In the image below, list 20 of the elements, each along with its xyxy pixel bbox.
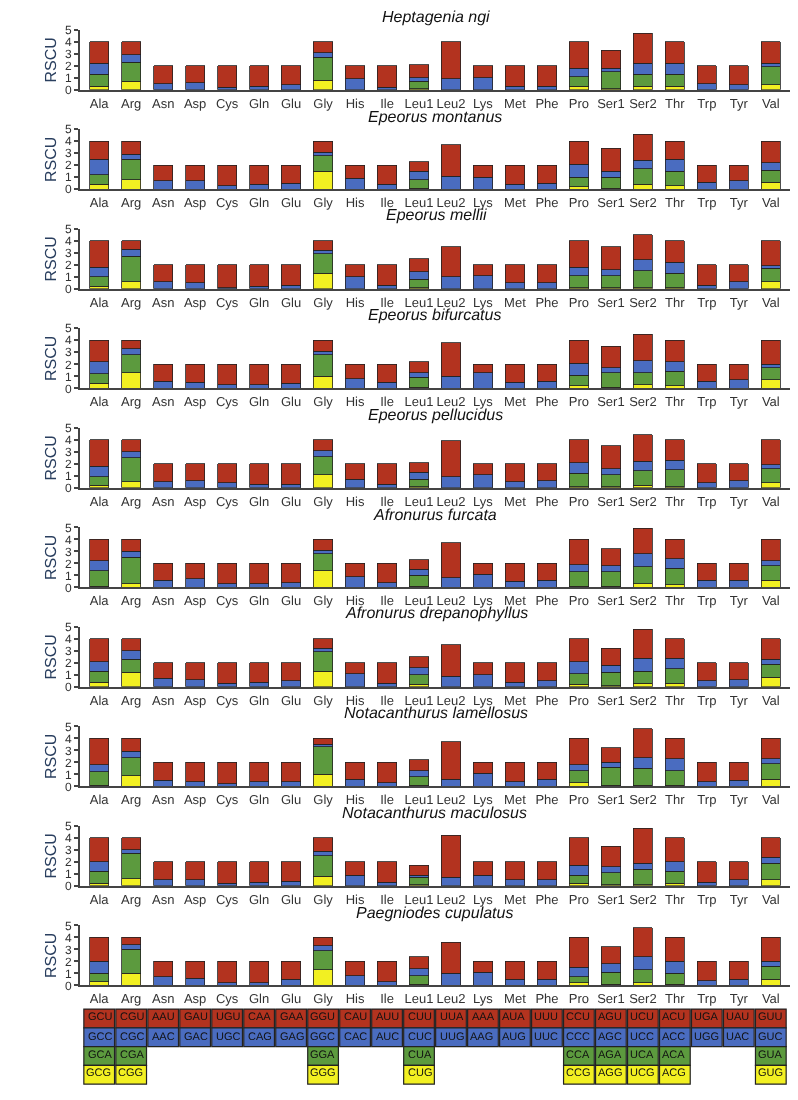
chart-title: Epeorus bifurcatus [368, 306, 502, 324]
chart-title: Heptagenia ngi [382, 8, 491, 26]
y-axis-title: RSCU [42, 932, 61, 978]
chart-title: Paegniodes cupulatus [356, 904, 514, 922]
y-axis-title: RSCU [42, 733, 61, 779]
chart-title: Epeorus montanus [368, 108, 503, 126]
chart-title: Notacanthurus maculosus [342, 804, 527, 822]
y-axis-title: RSCU [42, 534, 61, 580]
y-axis-title: RSCU [42, 235, 61, 282]
y-axis-title: RSCU [42, 832, 61, 879]
y-axis-title: RSCU [42, 633, 61, 680]
y-axis-title: RSCU [42, 136, 61, 182]
chart-title: Epeorus mellii [386, 206, 487, 224]
chart-title: Afronurus drepanophyllus [344, 604, 529, 622]
chart-title: Afronurus furcata [372, 506, 498, 524]
chart-title: Notacanthurus lamellosus [344, 704, 529, 722]
chart-title: Epeorus pellucidus [368, 406, 504, 424]
y-axis-title: RSCU [42, 335, 61, 381]
y-axis-title: RSCU [42, 434, 61, 481]
y-axis-title: RSCU [42, 36, 61, 83]
